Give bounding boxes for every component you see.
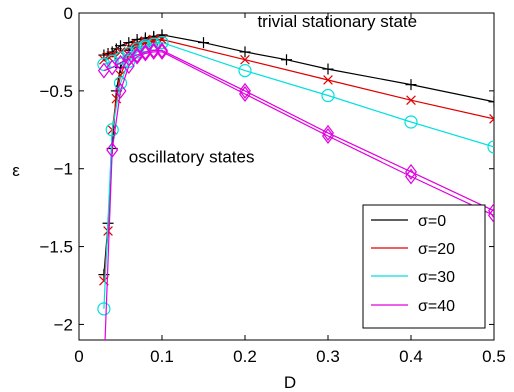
legend-label-2: σ=30 xyxy=(418,269,455,286)
legend-box xyxy=(362,204,486,329)
circle-marker xyxy=(130,45,144,59)
legend: σ=0 σ=20 σ=30 σ=40 xyxy=(362,204,486,329)
y-tick-label: −2 xyxy=(54,315,73,334)
diamond-marker xyxy=(114,82,127,99)
x-marker xyxy=(406,95,416,106)
series-upper-line xyxy=(103,41,494,148)
diamond-marker xyxy=(106,142,119,159)
circle-marker xyxy=(113,51,128,65)
circle-marker xyxy=(238,64,252,78)
circle-marker xyxy=(487,140,494,154)
x-tick-label: 0.3 xyxy=(316,347,340,366)
plus-marker xyxy=(405,79,417,91)
legend-label-1: σ=20 xyxy=(418,241,455,258)
diamond-marker xyxy=(405,168,417,185)
diamond-marker xyxy=(106,59,119,76)
diamond-marker xyxy=(239,82,251,99)
ticks-layer: 0 0.1 0.2 0.3 0.4 0.5 0 −0.5 −1 −1.5 −2 xyxy=(39,4,505,366)
diamond-marker xyxy=(156,43,168,60)
plus-marker xyxy=(239,46,251,58)
legend-label-3: σ=40 xyxy=(418,298,455,315)
annotation-oscillatory: oscillatory states xyxy=(129,147,255,166)
y-tick-label: −0.5 xyxy=(39,82,73,101)
x-marker xyxy=(489,114,494,124)
circle-marker xyxy=(155,35,169,50)
diamond-marker xyxy=(488,207,494,224)
x-tick-label: 0.4 xyxy=(399,347,423,366)
diamond-marker xyxy=(147,42,160,59)
diamond-marker xyxy=(156,42,168,59)
series-3 xyxy=(97,42,494,378)
diamond-marker xyxy=(488,202,494,219)
x-marker xyxy=(323,75,333,85)
plus-marker xyxy=(198,37,209,49)
diamond-marker xyxy=(147,43,160,60)
plus-marker xyxy=(488,96,494,108)
plus-marker xyxy=(281,54,292,66)
diamond-marker xyxy=(322,128,334,145)
x-tick-label: 0 xyxy=(74,347,83,366)
x-marker xyxy=(240,54,250,65)
x-axis-label: D xyxy=(284,373,296,392)
y-tick-label: 0 xyxy=(64,4,73,23)
diamond-marker xyxy=(405,163,417,180)
x-tick-label: 0.5 xyxy=(482,347,506,366)
legend-label-0: σ=0 xyxy=(418,213,446,230)
circle-marker xyxy=(404,115,418,129)
diamond-marker xyxy=(99,364,110,378)
plus-marker xyxy=(322,63,334,75)
y-axis-label: ε xyxy=(12,161,20,180)
x-tick-label: 0.1 xyxy=(150,347,174,366)
diamond-marker xyxy=(122,57,135,74)
diamond-marker xyxy=(238,85,252,102)
circle-marker xyxy=(105,123,119,137)
plus-marker xyxy=(115,40,126,52)
diamond-marker xyxy=(322,124,334,141)
annotation-trivial: trivial stationary state xyxy=(257,12,417,31)
series-layer xyxy=(97,29,494,378)
x-tick-label: 0.2 xyxy=(233,347,257,366)
circle-marker xyxy=(97,302,111,316)
y-tick-label: −1 xyxy=(54,160,73,179)
y-tick-label: −1.5 xyxy=(39,238,73,257)
circle-marker xyxy=(321,88,335,103)
diamond-marker xyxy=(114,54,127,71)
